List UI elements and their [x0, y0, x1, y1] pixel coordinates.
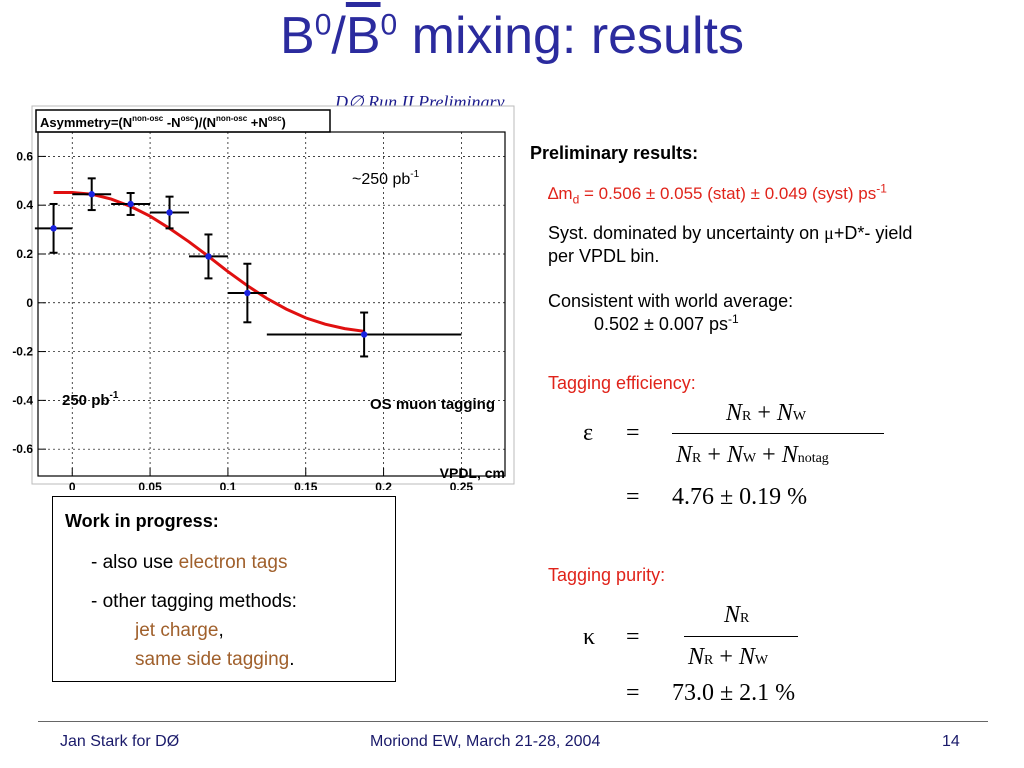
footer-author: Jan Stark for DØ: [60, 733, 180, 750]
y-tick-label: 0.4: [16, 198, 33, 212]
y-tick-label: -0.4: [12, 393, 33, 407]
data-point: [360, 331, 368, 338]
epsilon-symbol: ε: [583, 420, 594, 446]
kappa-symbol: κ: [583, 624, 596, 650]
purity-numerator: NR: [724, 602, 750, 628]
results-heading: Preliminary results:: [530, 143, 699, 163]
lumi-annotation-top: ~250 pb-1: [352, 169, 420, 188]
wip-line-same-side: same side tagging.: [135, 649, 295, 670]
wip-line-electron: - also use electron tags: [91, 552, 288, 573]
y-tick-label: -0.6: [12, 442, 33, 456]
y-tick-label: -0.2: [12, 345, 33, 359]
data-point: [50, 225, 57, 232]
equals-sign: =: [626, 420, 640, 446]
equals-sign: =: [626, 680, 640, 706]
chart-frame: [31, 105, 515, 485]
work-in-progress-box: Work in progress: - also use electron ta…: [52, 496, 396, 682]
delta-m-result: ∆md = 0.506 ± 0.055 (stat) ± 0.049 (syst…: [548, 181, 887, 207]
world-average: Consistent with world average: 0.502 ± 0.…: [548, 291, 794, 334]
lumi-annotation-bottom: 250 pb-1: [62, 390, 119, 409]
tagging-annotation: OS muon tagging: [370, 396, 495, 413]
chart-title: Asymmetry=(Nnon-osc -Nosc)/(Nnon-osc +No…: [40, 114, 286, 130]
data-point: [88, 191, 95, 198]
data-point: [205, 253, 212, 260]
purity-denominator: NR + NW: [688, 644, 769, 670]
equals-sign: =: [626, 624, 640, 650]
equals-sign: =: [626, 484, 640, 510]
x-tick-label: 0.1: [220, 480, 237, 490]
axis-ticks: 0 0.05 0.1 0.15 0.2 0.25 0.6 0.4 0.2 0 -0.2 -0.4 -0.…: [12, 149, 473, 490]
efficiency-numerator: NR + NW: [726, 400, 807, 426]
purity-fraction-bar: [684, 636, 798, 637]
slide-title: B0/B0 mixing: results: [280, 7, 744, 65]
page-number: 14: [942, 733, 960, 750]
data-point: [244, 289, 251, 297]
asymmetry-chart: Asymmetry=(Nnon-osc -Nosc)/(Nnon-osc +No…: [12, 105, 515, 490]
wip-title: Work in progress:: [65, 511, 219, 531]
y-tick-label: 0: [26, 296, 33, 310]
purity-value: 73.0 ± 2.1 %: [672, 680, 796, 706]
data-point: [127, 200, 134, 208]
efficiency-label: Tagging efficiency:: [548, 373, 696, 393]
footer-divider: [38, 721, 988, 722]
grid: [38, 132, 505, 476]
syst-note: Syst. dominated by uncertainty on μ+D*- …: [548, 223, 913, 266]
efficiency-denominator: NR + NW + Nnotag: [676, 442, 829, 468]
data-point: [166, 209, 173, 216]
efficiency-fraction-bar: [672, 433, 884, 434]
x-tick-label: 0.15: [294, 480, 318, 490]
x-tick-label: 0.25: [450, 480, 474, 490]
purity-label: Tagging purity:: [548, 565, 666, 585]
efficiency-value: 4.76 ± 0.19 %: [672, 484, 808, 510]
x-axis-label: VPDL, cm: [440, 465, 505, 481]
y-tick-label: 0.2: [16, 247, 33, 261]
plot-area: [37, 131, 506, 477]
footer-event: Moriond EW, March 21-28, 2004: [370, 733, 601, 750]
wip-line-methods: - other tagging methods:: [91, 591, 297, 612]
y-tick-label: 0.6: [16, 149, 33, 163]
electron-tags-text: electron tags: [178, 552, 288, 573]
x-tick-label: 0: [69, 480, 76, 490]
wip-line-jet-charge: jet charge,: [135, 620, 224, 641]
x-tick-label: 0.05: [138, 480, 162, 490]
x-tick-label: 0.2: [375, 480, 392, 490]
